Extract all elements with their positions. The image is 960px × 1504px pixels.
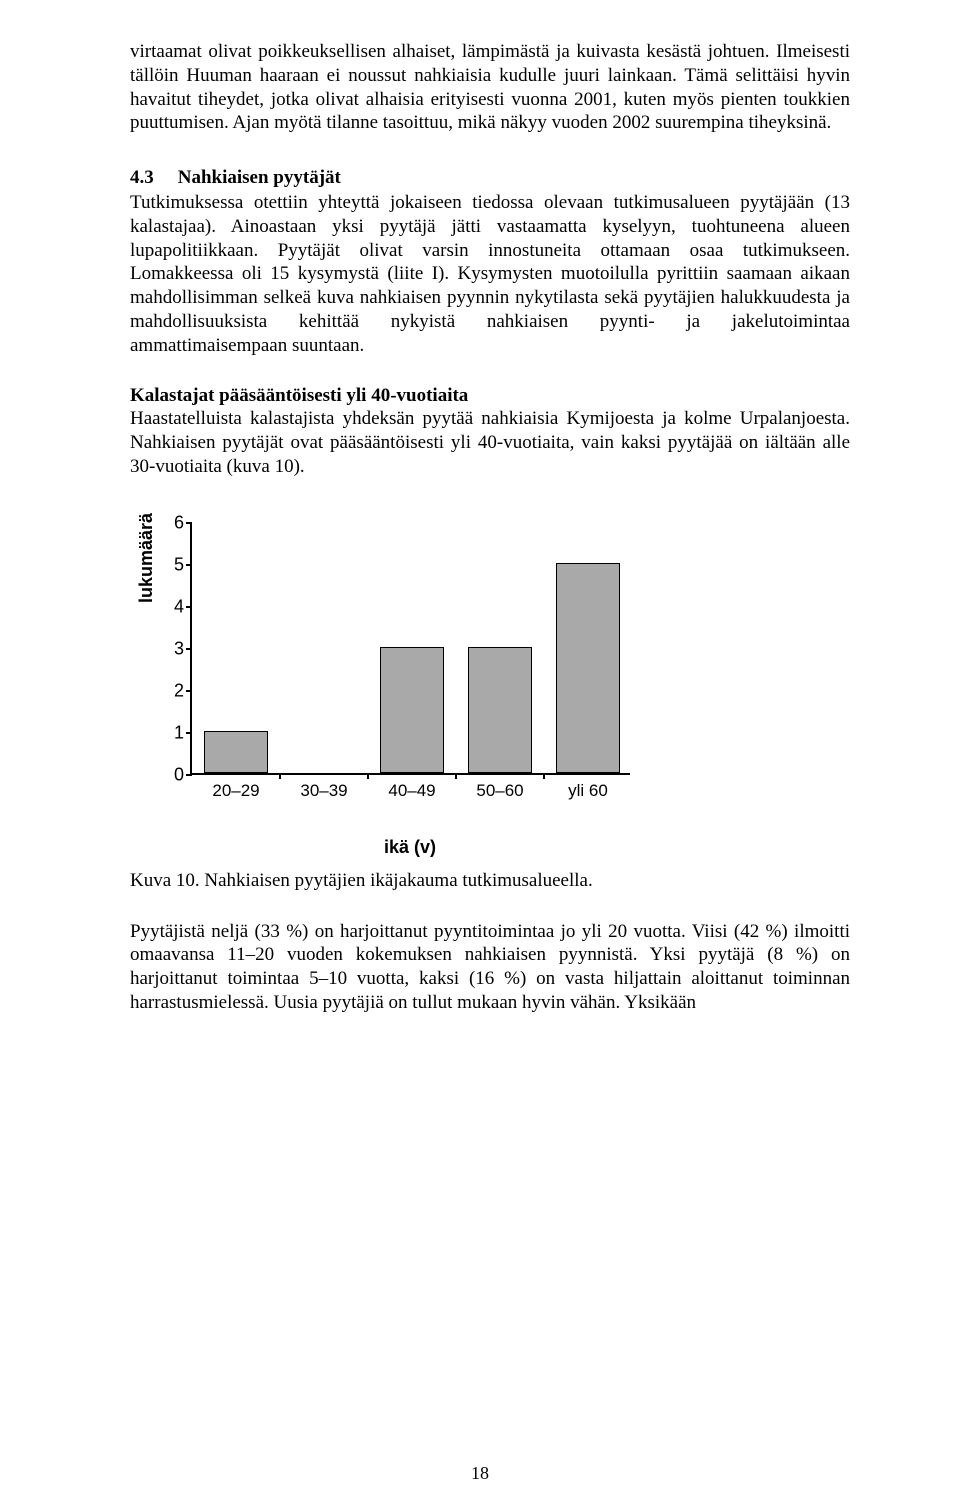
x-tick: [279, 773, 281, 779]
y-tick-label: 4: [162, 596, 184, 617]
chart-bar: [380, 647, 443, 773]
y-tick-label: 0: [162, 764, 184, 785]
y-tick-label: 1: [162, 722, 184, 743]
y-tick-label: 5: [162, 554, 184, 575]
x-tick-label: 40–49: [388, 781, 435, 801]
x-tick-label: 30–39: [300, 781, 347, 801]
x-tick: [367, 773, 369, 779]
chart-bar: [468, 647, 531, 773]
y-tick-label: 2: [162, 680, 184, 701]
section-title: Nahkiaisen pyytäjät: [178, 167, 341, 189]
y-tick: [186, 564, 192, 566]
chart-y-axis-label: lukumäärä: [136, 512, 157, 602]
y-tick-label: 6: [162, 512, 184, 533]
chart-area: lukumäärä 012345620–2930–3940–4950–60yli…: [130, 523, 650, 803]
y-tick: [186, 522, 192, 524]
section-number: 4.3: [130, 167, 154, 189]
chart-plot: 012345620–2930–3940–4950–60yli 60: [190, 523, 630, 775]
page: virtaamat olivat poikkeuksellisen alhais…: [0, 0, 960, 1504]
chart-bar: [556, 563, 619, 773]
chart-bar: [204, 731, 267, 773]
section-heading: 4.3 Nahkiaisen pyytäjät: [130, 167, 850, 189]
x-tick-label: yli 60: [568, 781, 608, 801]
chart-x-axis-label: ikä (v): [190, 837, 630, 858]
paragraph-age-body: Haastatelluista kalastajista yhdeksän py…: [130, 407, 850, 478]
x-tick-label: 20–29: [212, 781, 259, 801]
paragraph-experience: Pyytäjistä neljä (33 %) on harjoittanut …: [130, 920, 850, 1015]
paragraph-section-body: Tutkimuksessa otettiin yhteyttä jokaisee…: [130, 191, 850, 357]
y-tick: [186, 648, 192, 650]
y-tick: [186, 606, 192, 608]
page-number: 18: [0, 1463, 960, 1484]
y-tick: [186, 774, 192, 776]
y-tick: [186, 732, 192, 734]
x-tick: [543, 773, 545, 779]
age-distribution-chart: lukumäärä 012345620–2930–3940–4950–60yli…: [130, 523, 650, 858]
x-tick: [455, 773, 457, 779]
x-tick-label: 50–60: [476, 781, 523, 801]
y-tick: [186, 690, 192, 692]
chart-caption: Kuva 10. Nahkiaisen pyytäjien ikäjakauma…: [130, 870, 850, 892]
paragraph-intro: virtaamat olivat poikkeuksellisen alhais…: [130, 40, 850, 135]
subheading-age: Kalastajat pääsääntöisesti yli 40-vuotia…: [130, 385, 850, 407]
y-tick-label: 3: [162, 638, 184, 659]
